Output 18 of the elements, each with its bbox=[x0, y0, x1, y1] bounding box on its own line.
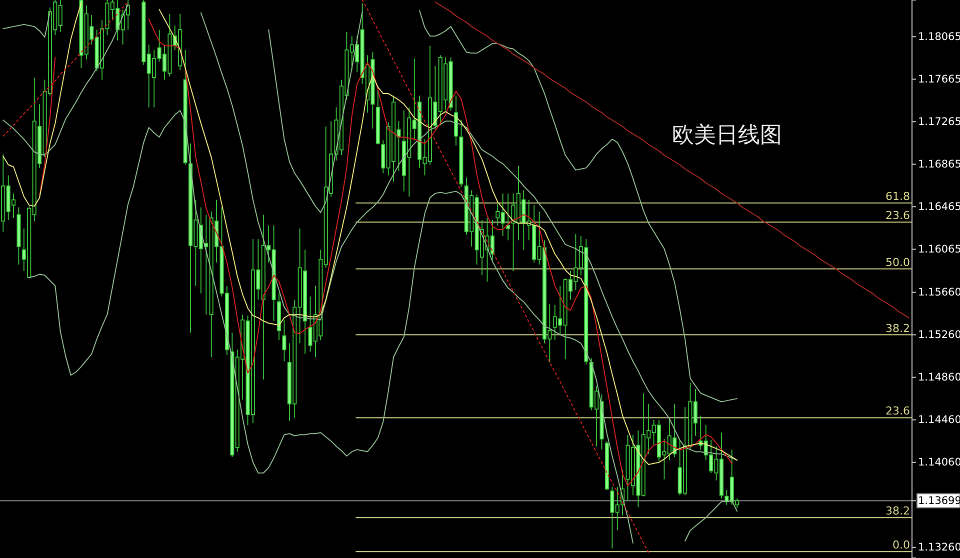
annotation: 0.0 bbox=[892, 538, 910, 552]
candlestick bbox=[376, 86, 380, 145]
candlestick bbox=[459, 120, 464, 188]
candlestick bbox=[604, 440, 609, 490]
annotation: 23.6 bbox=[886, 404, 910, 418]
annotation: 38.2 bbox=[886, 322, 910, 335]
annotation: 50.0 bbox=[886, 256, 910, 269]
line-series bbox=[434, 2, 910, 318]
candlestick bbox=[16, 206, 21, 266]
annotation: 23.6 bbox=[886, 209, 910, 222]
candlestick bbox=[282, 319, 286, 362]
candlestick bbox=[506, 192, 510, 241]
annotation: 38.2 bbox=[886, 504, 910, 518]
candlestick bbox=[454, 95, 458, 146]
candlestick bbox=[183, 50, 188, 166]
candlestick bbox=[277, 292, 282, 341]
annotation: 61.8 bbox=[886, 190, 910, 204]
text: 欧美日线图 bbox=[672, 123, 782, 148]
